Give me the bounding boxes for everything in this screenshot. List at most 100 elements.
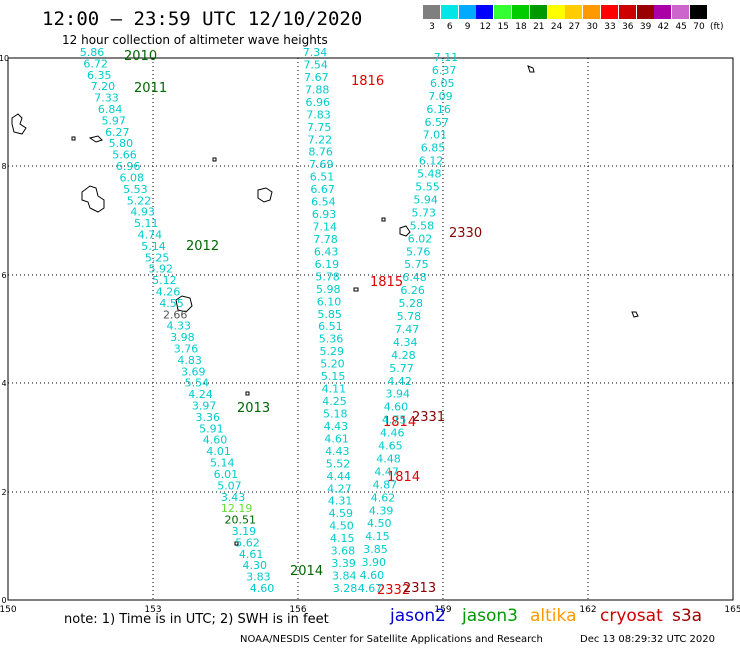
- wave-height-value: 6.96: [116, 160, 141, 173]
- satellite-name: cryosat: [600, 606, 663, 626]
- legend-swatch: [672, 5, 690, 19]
- wave-height-value: 5.20: [320, 358, 345, 371]
- wave-height-value: 7.33: [94, 92, 119, 105]
- wave-height-value: 5.29: [319, 345, 344, 358]
- wave-height-value: 4.39: [369, 504, 394, 517]
- wave-height-value: 3.19: [232, 525, 257, 538]
- wave-height-value: 4.60: [360, 569, 385, 582]
- wave-height-value: 4.55: [159, 297, 184, 310]
- wave-height-value: 3.90: [361, 556, 386, 569]
- wave-height-value: 4.60: [203, 434, 228, 447]
- legend-label: 3: [429, 22, 435, 32]
- x-tick-label: 159: [434, 605, 451, 615]
- island-shape: [88, 135, 103, 143]
- legend-label: 45: [675, 22, 687, 32]
- wave-height-value: 4.33: [167, 320, 192, 333]
- wave-height-value: 4.42: [387, 375, 412, 388]
- legend-label: 24: [550, 22, 563, 32]
- wave-height-value: 4.25: [322, 395, 347, 408]
- wave-height-value: 4.30: [243, 559, 268, 572]
- wave-height-value: 6.02: [408, 232, 433, 245]
- wave-height-value: 4.61: [324, 432, 349, 445]
- wave-height-value: 6.35: [87, 69, 112, 82]
- wave-height-value: 7.67: [304, 71, 329, 84]
- wave-height-value: 7.54: [303, 58, 328, 71]
- legend-swatch: [512, 5, 529, 19]
- wave-height-value: 5.14: [210, 457, 235, 470]
- wave-height-value: 3.69: [181, 365, 206, 378]
- wave-height-value: 4.83: [177, 354, 202, 367]
- pass-time-label: 2014: [290, 564, 323, 579]
- wave-height-value: 4.93: [130, 206, 155, 219]
- wave-height-value: 5.78: [397, 310, 422, 323]
- wave-height-value: 5.75: [404, 258, 429, 271]
- island-shape: [257, 187, 273, 203]
- wave-height-value: 4.31: [328, 495, 353, 508]
- y-tick-label: 4: [1, 379, 6, 388]
- island-shape: [527, 65, 535, 73]
- wave-height-value: 6.26: [400, 284, 425, 297]
- wave-height-value: 3.98: [170, 331, 195, 344]
- wave-height-value: 6.54: [311, 196, 336, 209]
- x-tick-label: 165: [724, 605, 740, 615]
- legend-label: 12: [479, 22, 492, 32]
- map-subtitle: 12 hour collection of altimeter wave hei…: [62, 33, 328, 47]
- legend-label: 15: [497, 22, 509, 32]
- wave-height-value: 4.50: [367, 517, 392, 530]
- legend-swatch: [529, 5, 547, 19]
- wave-height-value: 5.48: [417, 168, 442, 181]
- wave-height-value: 5.55: [415, 181, 440, 194]
- wave-height-value: 3.94: [386, 388, 411, 401]
- legend-unit: (ft): [710, 22, 724, 32]
- map-frame: [7, 57, 734, 601]
- wave-height-value: 8.76: [308, 146, 333, 159]
- legend-label: 36: [622, 22, 634, 32]
- wave-height-value: 4.28: [391, 349, 416, 362]
- wave-height-value: 6.85: [421, 142, 446, 155]
- wave-height-value: 5.11: [134, 217, 159, 230]
- legend-label: 18: [515, 22, 527, 32]
- wave-height-value: 4.75: [382, 414, 407, 427]
- wave-height-value: 5.98: [316, 283, 341, 296]
- wave-height-value: 6.10: [317, 295, 342, 308]
- wave-height-value: 3.97: [192, 400, 217, 413]
- y-tick-label: 8: [1, 162, 6, 171]
- y-tick-label: 2: [1, 488, 6, 497]
- wave-height-value: 4.60: [250, 582, 275, 595]
- wave-height-value: 3.85: [363, 543, 388, 556]
- pass-time-label: 2313: [403, 581, 436, 596]
- wave-height-value: 4.43: [325, 445, 350, 458]
- legend-label: 42: [657, 22, 670, 32]
- wave-height-value: 4.48: [376, 452, 401, 465]
- pass-time-label: 2010: [124, 49, 157, 64]
- wave-height-value: 7.09: [428, 90, 453, 103]
- wave-height-value: 7.75: [307, 121, 332, 134]
- wave-height-value: 3.36: [195, 411, 220, 424]
- wave-height-value: 4.15: [365, 530, 390, 543]
- island-shape: [353, 287, 359, 292]
- pass-time-label: 2331: [412, 410, 445, 425]
- wave-height-value: 4.47: [374, 465, 399, 478]
- legend-label: 39: [639, 22, 652, 32]
- island-shape: [245, 391, 250, 396]
- pass-time-label: 2013: [237, 401, 270, 416]
- island-shape: [399, 225, 411, 237]
- wave-height-value: 6.01: [214, 468, 239, 481]
- wave-height-value: 5.76: [406, 245, 431, 258]
- y-tick-label: 10: [0, 54, 9, 63]
- pass-time-label: 2011: [134, 81, 167, 96]
- wave-height-value: 6.67: [310, 183, 335, 196]
- pass-time-label: 2330: [449, 226, 482, 241]
- legend-swatch: [601, 5, 618, 19]
- wave-height-value: 4.67: [358, 582, 383, 595]
- legend-swatch: [423, 5, 440, 19]
- wave-height-value: 5.62: [235, 536, 260, 549]
- wave-height-value: 4.01: [206, 445, 231, 458]
- wave-height-value: 6.12: [419, 155, 444, 168]
- altimeter-tracks: 5.866.726.357.207.336.845.976.275.805.66…: [80, 46, 482, 598]
- legend-label: 21: [533, 22, 545, 32]
- wave-height-value: 5.54: [185, 377, 210, 390]
- wave-height-value: 5.78: [315, 270, 340, 283]
- wave-height-value: 4.27: [327, 482, 352, 495]
- grid-lines: [8, 58, 733, 600]
